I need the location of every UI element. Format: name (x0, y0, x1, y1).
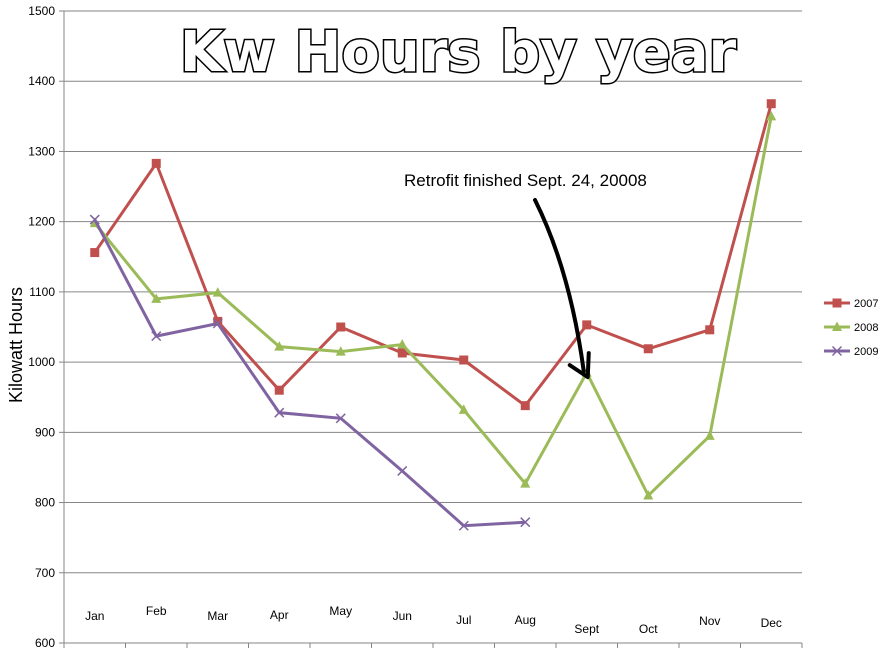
y-tick-label-1000: 1000 (28, 355, 55, 369)
legend-marker-2009 (831, 345, 843, 357)
x-tick-label-may: May (329, 604, 352, 618)
series-2007 (90, 99, 776, 411)
x-axis-ticks: Jan Feb Mar Apr May Jun Jul Aug Sept Oct Nov Dec (85, 604, 782, 636)
point-2008-feb (151, 293, 162, 303)
y-tick-label-900: 900 (35, 425, 55, 439)
y-tick-label-1300: 1300 (28, 144, 55, 158)
point-2009-aug (520, 517, 531, 528)
series-2008 (89, 110, 777, 500)
x-tick-label-nov: Nov (699, 614, 720, 628)
y-tick-label-700: 700 (35, 566, 55, 580)
series-2009 (89, 214, 531, 531)
point-2009-apr (274, 407, 285, 418)
y-tick-label-600: 600 (35, 636, 55, 650)
x-tick-label-mar: Mar (207, 609, 228, 623)
series-line-2009 (93, 218, 526, 528)
legend-label-2009: 2009 (854, 346, 878, 358)
legend-item-2008: 2008 (824, 321, 878, 334)
point-2009-jan (89, 214, 100, 225)
point-2008-oct (643, 490, 654, 500)
x-tick-label-sept: Sept (574, 622, 599, 636)
series-line-2007 (93, 103, 773, 408)
x-tick-label-oct: Oct (639, 622, 658, 636)
chart-title: Kw Hours by year (180, 20, 737, 85)
x-tick-label-aug: Aug (515, 613, 536, 627)
arrow-shaft (533, 198, 586, 374)
point-2007-sept (582, 320, 592, 330)
point-2007-oct (643, 344, 653, 354)
legend-label-2008: 2008 (854, 322, 878, 334)
y-tick-label-1500: 1500 (28, 4, 55, 18)
annotation-arrow (533, 198, 591, 380)
point-2007-jul (459, 355, 469, 365)
point-2009-may (335, 413, 346, 424)
point-2008-dec (766, 110, 777, 121)
point-2009-jul (458, 520, 469, 531)
y-tick-label-800: 800 (35, 496, 55, 510)
arrow-head (567, 351, 591, 380)
x-tick-label-jan: Jan (85, 609, 104, 623)
point-2007-apr (274, 385, 284, 395)
series-line-2008 (93, 116, 773, 499)
point-2007-dec (766, 99, 776, 109)
legend-marker-2007 (832, 298, 842, 308)
legend-item-2007: 2007 (824, 298, 878, 310)
x-tick-label-apr: Apr (270, 608, 289, 622)
y-axis-ticks: 600 700 800 900 1000 1100 1200 1300 1400 1500 (28, 4, 55, 650)
y-tick-label-1200: 1200 (28, 215, 55, 229)
point-2009-feb (151, 331, 162, 342)
series-lines (89, 99, 777, 531)
x-tick-label-dec: Dec (761, 616, 782, 630)
annotation-text: Retrofit finished Sept. 24, 20008 (404, 171, 647, 190)
point-2007-jun (397, 348, 407, 358)
point-2007-mar (213, 316, 223, 326)
point-2008-aug (520, 478, 531, 488)
point-2009-jun (397, 465, 408, 476)
point-2008-nov (704, 430, 715, 440)
point-2008-jun (397, 339, 408, 349)
x-tick-label-feb: Feb (146, 604, 167, 618)
point-2008-jul (458, 404, 469, 414)
point-2007-nov (705, 325, 715, 335)
point-2008-mar (212, 287, 223, 297)
legend: 2007 2008 2009 (824, 298, 878, 358)
y-tick-label-1400: 1400 (28, 74, 55, 88)
point-2008-apr (274, 341, 285, 351)
y-axis-label: Kilowatt Hours (6, 287, 26, 403)
point-2007-may (336, 322, 346, 332)
gridlines (59, 10, 803, 648)
point-2009-mar (212, 318, 223, 329)
legend-item-2009: 2009 (824, 345, 878, 358)
point-2007-aug (520, 401, 530, 411)
y-tick-label-1100: 1100 (29, 285, 55, 299)
point-2007-jan (90, 248, 100, 258)
x-tick-label-jun: Jun (393, 609, 412, 623)
point-2007-feb (151, 158, 161, 168)
legend-marker-2008 (832, 321, 842, 331)
x-tick-label-jul: Jul (456, 613, 471, 627)
legend-label-2007: 2007 (854, 298, 878, 310)
point-2008-may (335, 346, 346, 356)
